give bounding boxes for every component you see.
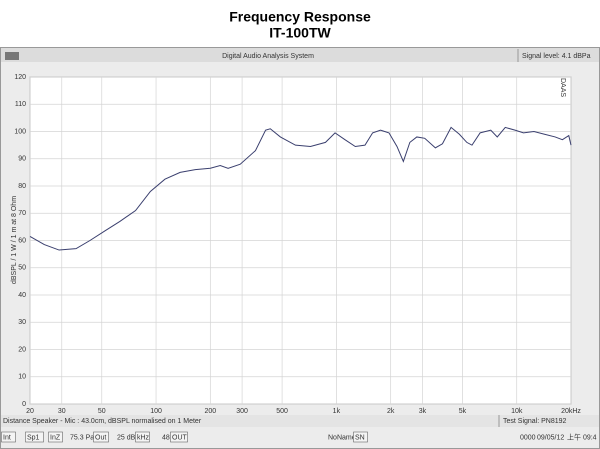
status-distance: Distance Speaker - Mic : 43.0cm, dBSPL n… [3, 418, 202, 425]
plot: 0 10 20 30 40 50 60 70 80 90 100 110 120 20 30 50 100 200… [14, 74, 581, 415]
y-tick-label: 20 [18, 346, 26, 353]
y-tick-label: 0 [22, 401, 26, 408]
toolbar-button-label[interactable]: Out [95, 434, 106, 441]
y-tick-label: 50 [18, 265, 26, 272]
toolbar-text: 0000 [520, 434, 536, 441]
y-tick-label: 110 [15, 101, 26, 108]
status-test-signal: Test Signal: PN8192 [503, 418, 567, 425]
title-bar [1, 48, 599, 62]
y-tick-label: 80 [18, 183, 26, 190]
toolbar-text: 75.3 Pa [70, 434, 94, 441]
x-tick-label: 10k [511, 408, 523, 415]
toolbar: Int Sp1 InZ 75.3 Pa Out 25 dB kHz 48 OUT NoName SN… [1, 431, 597, 443]
y-tick-label: 40 [18, 292, 26, 299]
toolbar-button-label[interactable]: SN [355, 434, 365, 441]
toolbar-button-label[interactable]: kHz [137, 434, 150, 441]
x-tick-label: 50 [98, 408, 106, 415]
x-tick-label: 20 [26, 408, 34, 415]
y-tick-label: 100 [14, 128, 26, 135]
toolbar-button-label[interactable]: Int [3, 434, 11, 441]
x-tick-label: 5k [459, 408, 467, 415]
toolbar-button[interactable] [353, 431, 368, 443]
x-tick-label: 200 [204, 408, 216, 415]
y-tick-label: 120 [14, 74, 26, 81]
x-tick-label: 100 [150, 408, 162, 415]
toolbar-text: NoName [328, 434, 356, 441]
watermark: DAAS [559, 78, 566, 97]
y-tick-label: 30 [18, 319, 26, 326]
chart-subtitle: IT-100TW [269, 25, 331, 41]
toolbar-text: 25 dB [117, 434, 136, 441]
y-tick-label: 70 [18, 210, 26, 217]
x-tick-label: 2k [387, 408, 395, 415]
toolbar-text: 09/05/12 [537, 434, 564, 441]
y-tick-label: 10 [18, 374, 26, 381]
toolbar-button[interactable] [170, 431, 188, 443]
toolbar-button-label[interactable]: InZ [50, 434, 61, 441]
toolbar-button[interactable] [25, 431, 44, 443]
response-curve [29, 126, 572, 251]
x-tick-label: 1k [333, 408, 341, 415]
toolbar-button[interactable] [93, 431, 109, 443]
toolbar-button[interactable] [1, 431, 16, 443]
x-tick-label: 3k [419, 408, 427, 415]
chart-title: Frequency Response [229, 9, 371, 25]
toolbar-button[interactable] [48, 431, 63, 443]
x-tick-label: 20kHz [561, 408, 581, 415]
window-title: Digital Audio Analysis System [222, 53, 314, 60]
toolbar-button[interactable] [135, 431, 150, 443]
signal-level: Signal level: 4.1 dBPa [522, 53, 591, 60]
y-axis-label: dBSPL / 1 W / 1 m at 8 Ohm [11, 196, 18, 284]
app-icon[interactable] [5, 52, 19, 60]
x-tick-label: 500 [276, 408, 288, 415]
y-tick-label: 60 [18, 237, 26, 244]
toolbar-button-label[interactable]: OUT [172, 434, 188, 441]
x-tick-label: 30 [58, 408, 66, 415]
toolbar-text: Sp1 [27, 434, 40, 441]
toolbar-text: 上午 09:4 [567, 432, 597, 441]
toolbar-text: 48 [162, 434, 170, 441]
y-tick-label: 90 [18, 156, 26, 163]
status-bar [1, 415, 599, 427]
x-tick-label: 300 [236, 408, 248, 415]
